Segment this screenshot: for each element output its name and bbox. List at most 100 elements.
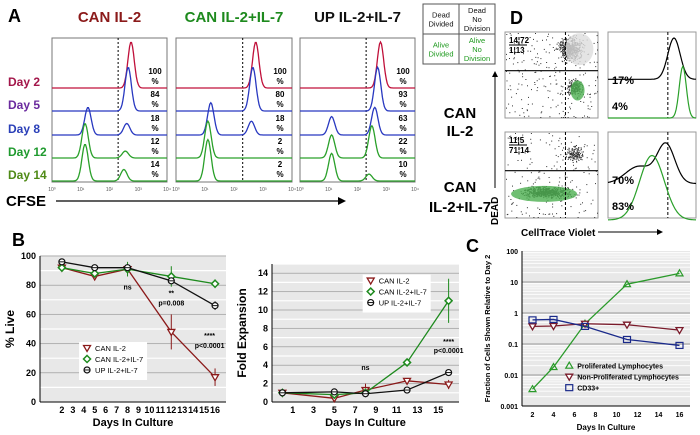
- event-dot: [506, 70, 507, 72]
- d-row1-label-b: IL-2: [447, 123, 474, 140]
- event-dot: [556, 161, 558, 163]
- event-dot: [576, 148, 578, 149]
- percent-sign: %: [276, 124, 283, 133]
- event-dot: [561, 200, 563, 202]
- event-dot: [569, 150, 571, 152]
- data-point: [90, 268, 100, 279]
- data-point: [210, 374, 220, 382]
- event-dot: [540, 112, 542, 114]
- event-dot: [589, 108, 591, 110]
- event-dot: [561, 44, 563, 46]
- event-dot: [562, 48, 564, 50]
- event-dot: [539, 213, 540, 214]
- event-dot: [559, 44, 561, 46]
- event-dot: [568, 91, 570, 93]
- event-dot: [567, 87, 569, 89]
- event-dot: [555, 47, 557, 49]
- histogram-curve: [176, 41, 292, 89]
- event-dot: [577, 154, 579, 156]
- green-histogram-curve: [607, 154, 697, 221]
- event-dot: [557, 48, 558, 50]
- event-dot: [584, 72, 586, 74]
- event-dot: [511, 210, 513, 212]
- event-dot: [580, 158, 582, 160]
- event-dot: [565, 156, 567, 158]
- event-dot: [575, 146, 577, 147]
- event-dot: [564, 175, 566, 177]
- event-dot: [569, 153, 571, 155]
- event-dot: [510, 135, 512, 137]
- event-dot: [570, 157, 572, 159]
- event-dot: [587, 108, 589, 110]
- event-dot: [559, 177, 561, 179]
- condition-title: UP IL-2+IL-7: [314, 9, 401, 26]
- event-dot: [584, 144, 586, 146]
- histogram-curve: [300, 106, 415, 136]
- event-dot: [597, 41, 598, 43]
- percent-divided: 84: [151, 90, 160, 99]
- data-point: [444, 296, 454, 306]
- event-dot: [565, 39, 567, 41]
- event-dot: [570, 83, 572, 85]
- event-dot: [569, 81, 571, 83]
- legend-marker: [366, 286, 376, 297]
- event-dot: [531, 45, 533, 47]
- event-dot: [597, 49, 598, 51]
- y-tick-label: 60: [26, 309, 36, 319]
- event-dot: [588, 116, 590, 118]
- event-dot: [531, 103, 533, 105]
- legend-cell-text: Dead: [468, 6, 486, 15]
- event-dot: [554, 49, 555, 51]
- event-dot: [569, 156, 571, 158]
- event-dot: [549, 181, 551, 183]
- event-dot: [576, 153, 578, 155]
- event-dot: [567, 156, 569, 158]
- event-dot: [550, 107, 552, 109]
- event-dot: [548, 33, 549, 35]
- lower-percent: 83%: [612, 201, 634, 213]
- event-dot: [517, 33, 519, 34]
- event-dot: [543, 48, 545, 50]
- annotation: ****: [204, 333, 215, 340]
- percent-divided: 18: [276, 114, 285, 123]
- event-dot: [571, 153, 573, 155]
- event-dot: [578, 155, 580, 157]
- event-dot: [533, 63, 535, 65]
- panel-label-a: A: [8, 6, 21, 26]
- event-dot: [552, 37, 554, 39]
- event-dot: [562, 41, 564, 43]
- x-tick-label: 12: [634, 412, 642, 419]
- legend-cell-text: Division: [464, 24, 490, 33]
- event-dot: [561, 44, 562, 46]
- event-dot: [588, 168, 590, 170]
- event-dot: [574, 80, 576, 82]
- event-dot: [561, 102, 563, 104]
- event-dot: [593, 42, 595, 44]
- event-dot: [576, 157, 578, 159]
- event-dot: [565, 55, 567, 56]
- event-dot: [553, 165, 555, 167]
- event-dot: [576, 158, 578, 160]
- series-line: [532, 318, 680, 347]
- event-dot: [571, 82, 572, 84]
- black-histogram-curve: [607, 142, 697, 185]
- event-dot: [545, 86, 547, 88]
- event-dot: [509, 58, 510, 59]
- event-dot: [552, 203, 554, 205]
- percent-divided: 22: [399, 137, 408, 146]
- event-dot: [506, 107, 507, 109]
- x-axis-title: Days In Culture: [93, 417, 174, 429]
- event-dot: [584, 33, 586, 34]
- event-dot: [554, 63, 556, 64]
- event-dot: [572, 154, 574, 156]
- percent-sign: %: [151, 147, 158, 156]
- event-dot: [508, 195, 510, 197]
- event-dot: [563, 51, 565, 53]
- tick-label: 10⁴: [288, 187, 296, 193]
- event-dot: [530, 138, 532, 140]
- event-dot: [558, 146, 560, 147]
- event-dot: [507, 164, 509, 166]
- event-dot: [517, 160, 519, 161]
- histogram-frame: [175, 37, 293, 183]
- event-dot: [511, 203, 512, 205]
